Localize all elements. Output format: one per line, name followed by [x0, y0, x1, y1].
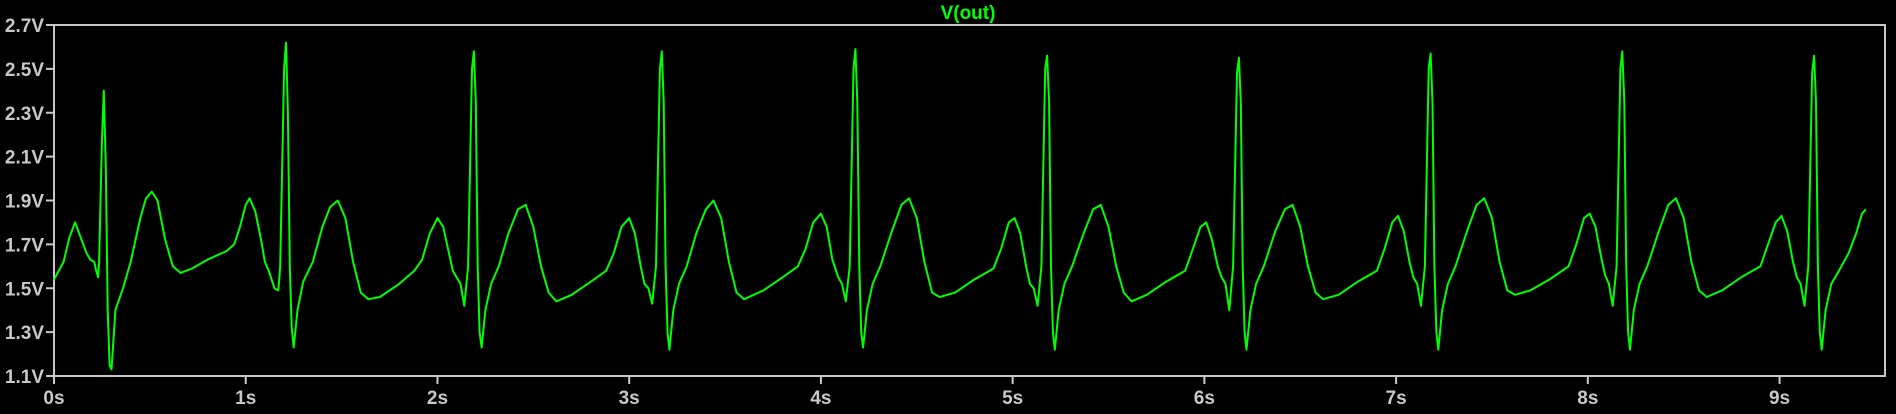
- y-tick-label: 2.3V: [5, 104, 44, 125]
- y-tick-label: 2.7V: [5, 16, 44, 37]
- x-tick-label: 9s: [1769, 388, 1790, 409]
- y-tick-label: 1.7V: [5, 235, 44, 256]
- plot-frame: [53, 24, 1886, 377]
- series-layer: [53, 41, 1867, 371]
- y-tick-label: 1.5V: [5, 279, 44, 300]
- x-tick-label: 6s: [1194, 388, 1215, 409]
- y-tick-label: 1.3V: [5, 323, 44, 344]
- x-tick-label: 1s: [235, 388, 256, 409]
- y-tick-label: 1.1V: [5, 367, 44, 388]
- x-axis: 0s 1s 2s 3s 4s 5s 6s 7s 8s 9s: [43, 376, 1790, 409]
- y-axis: 1.1V 1.3V 1.5V 1.7V 1.9V 2.1V 2.3V 2.5V 2.7V: [5, 16, 54, 388]
- y-tick-label: 2.1V: [5, 148, 44, 169]
- x-tick-label: 4s: [810, 388, 831, 409]
- x-tick-label: 5s: [1002, 388, 1023, 409]
- x-tick-label: 3s: [619, 388, 640, 409]
- series-line-v-out: [53, 41, 1867, 371]
- x-tick-label: 7s: [1386, 388, 1407, 409]
- x-tick-label: 0s: [43, 388, 64, 409]
- chart-title: V(out): [941, 3, 996, 24]
- y-tick-label: 2.5V: [5, 60, 44, 81]
- x-tick-label: 2s: [427, 388, 448, 409]
- x-tick-label: 8s: [1577, 388, 1598, 409]
- y-tick-label: 1.9V: [5, 192, 44, 213]
